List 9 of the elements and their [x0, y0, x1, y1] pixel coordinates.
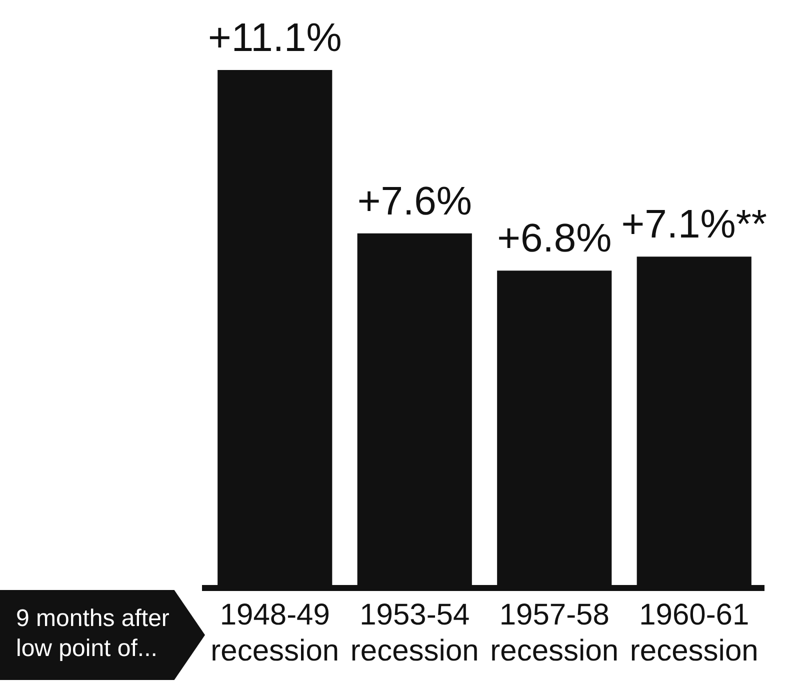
data-label: +6.8%	[497, 216, 612, 261]
data-label: +7.6%	[357, 179, 472, 224]
x-tick-label: 1948-49 recession	[210, 598, 340, 668]
text: 9 months after low point of...	[0, 590, 205, 680]
x-tick-label: 1960-61 recession	[630, 598, 758, 668]
data-label: +7.1%**	[621, 202, 767, 247]
x-tick-label: 1957-58 recession	[490, 598, 619, 668]
data-label: +11.1%	[208, 16, 342, 60]
x-tick-label: 1953-54 recession	[350, 598, 479, 668]
